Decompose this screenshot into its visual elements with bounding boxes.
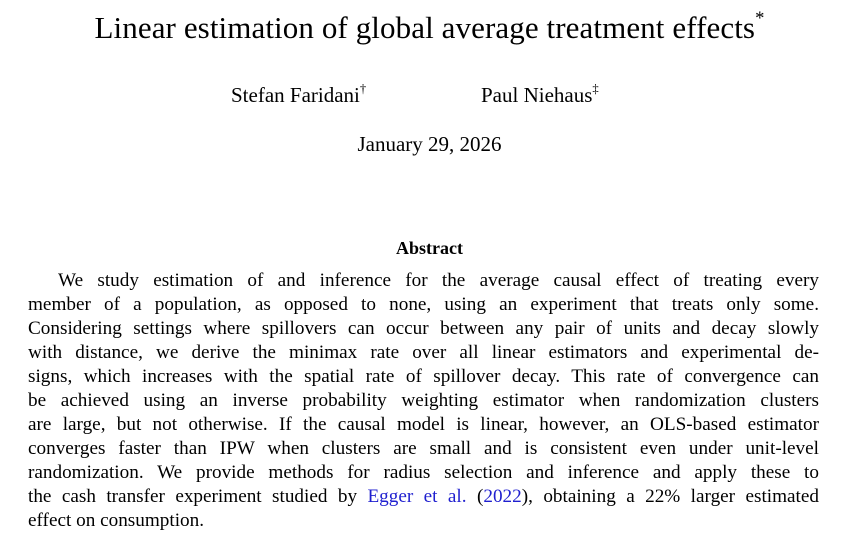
- citation-open-paren: (: [476, 486, 484, 507]
- author-1: Stefan Faridani†: [231, 82, 366, 108]
- author-2: Paul Niehaus‡: [481, 82, 599, 108]
- abstract-body: We study estimation of and inference for…: [28, 269, 819, 533]
- abstract-line: Considering settings where spillovers ca…: [28, 318, 819, 339]
- abstract-line: signs, which increases with the spatial …: [28, 366, 819, 387]
- citation-line-after: ), obtaining a 22% larger estimated: [521, 486, 819, 507]
- abstract-line: We study estimation of and inference for…: [58, 270, 819, 291]
- citation-link-year[interactable]: 2022: [483, 486, 522, 507]
- citation-link-author[interactable]: Egger et al.: [367, 486, 467, 507]
- abstract-line: converges faster than IPW when clusters …: [28, 438, 819, 459]
- abstract-line: be achieved using an inverse probability…: [28, 390, 819, 411]
- abstract-heading: Abstract: [396, 238, 463, 258]
- abstract-line: member of a population, as opposed to no…: [28, 294, 819, 315]
- author-2-footnote-mark: ‡: [592, 81, 599, 96]
- title-footnote-mark: *: [755, 8, 765, 30]
- author-2-name: Paul Niehaus: [481, 83, 593, 107]
- paper-date: January 29, 2026: [357, 132, 502, 156]
- paper-title: Linear estimation of global average trea…: [0, 8, 859, 48]
- abstract-line: with distance, we derive the minimax rat…: [28, 342, 819, 363]
- title-text: Linear estimation of global average trea…: [94, 10, 756, 45]
- citation-line-before: the cash transfer experiment studied by: [28, 486, 358, 507]
- abstract-line: randomization. We provide methods for ra…: [28, 462, 819, 483]
- abstract-last-line: effect on consumption.: [28, 510, 205, 531]
- author-1-footnote-mark: †: [359, 81, 367, 96]
- abstract-line: are large, but not otherwise. If the cau…: [28, 414, 819, 435]
- author-1-name: Stefan Faridani: [231, 83, 360, 107]
- abstract-citation-line: the cash transfer experiment studied by …: [28, 485, 819, 509]
